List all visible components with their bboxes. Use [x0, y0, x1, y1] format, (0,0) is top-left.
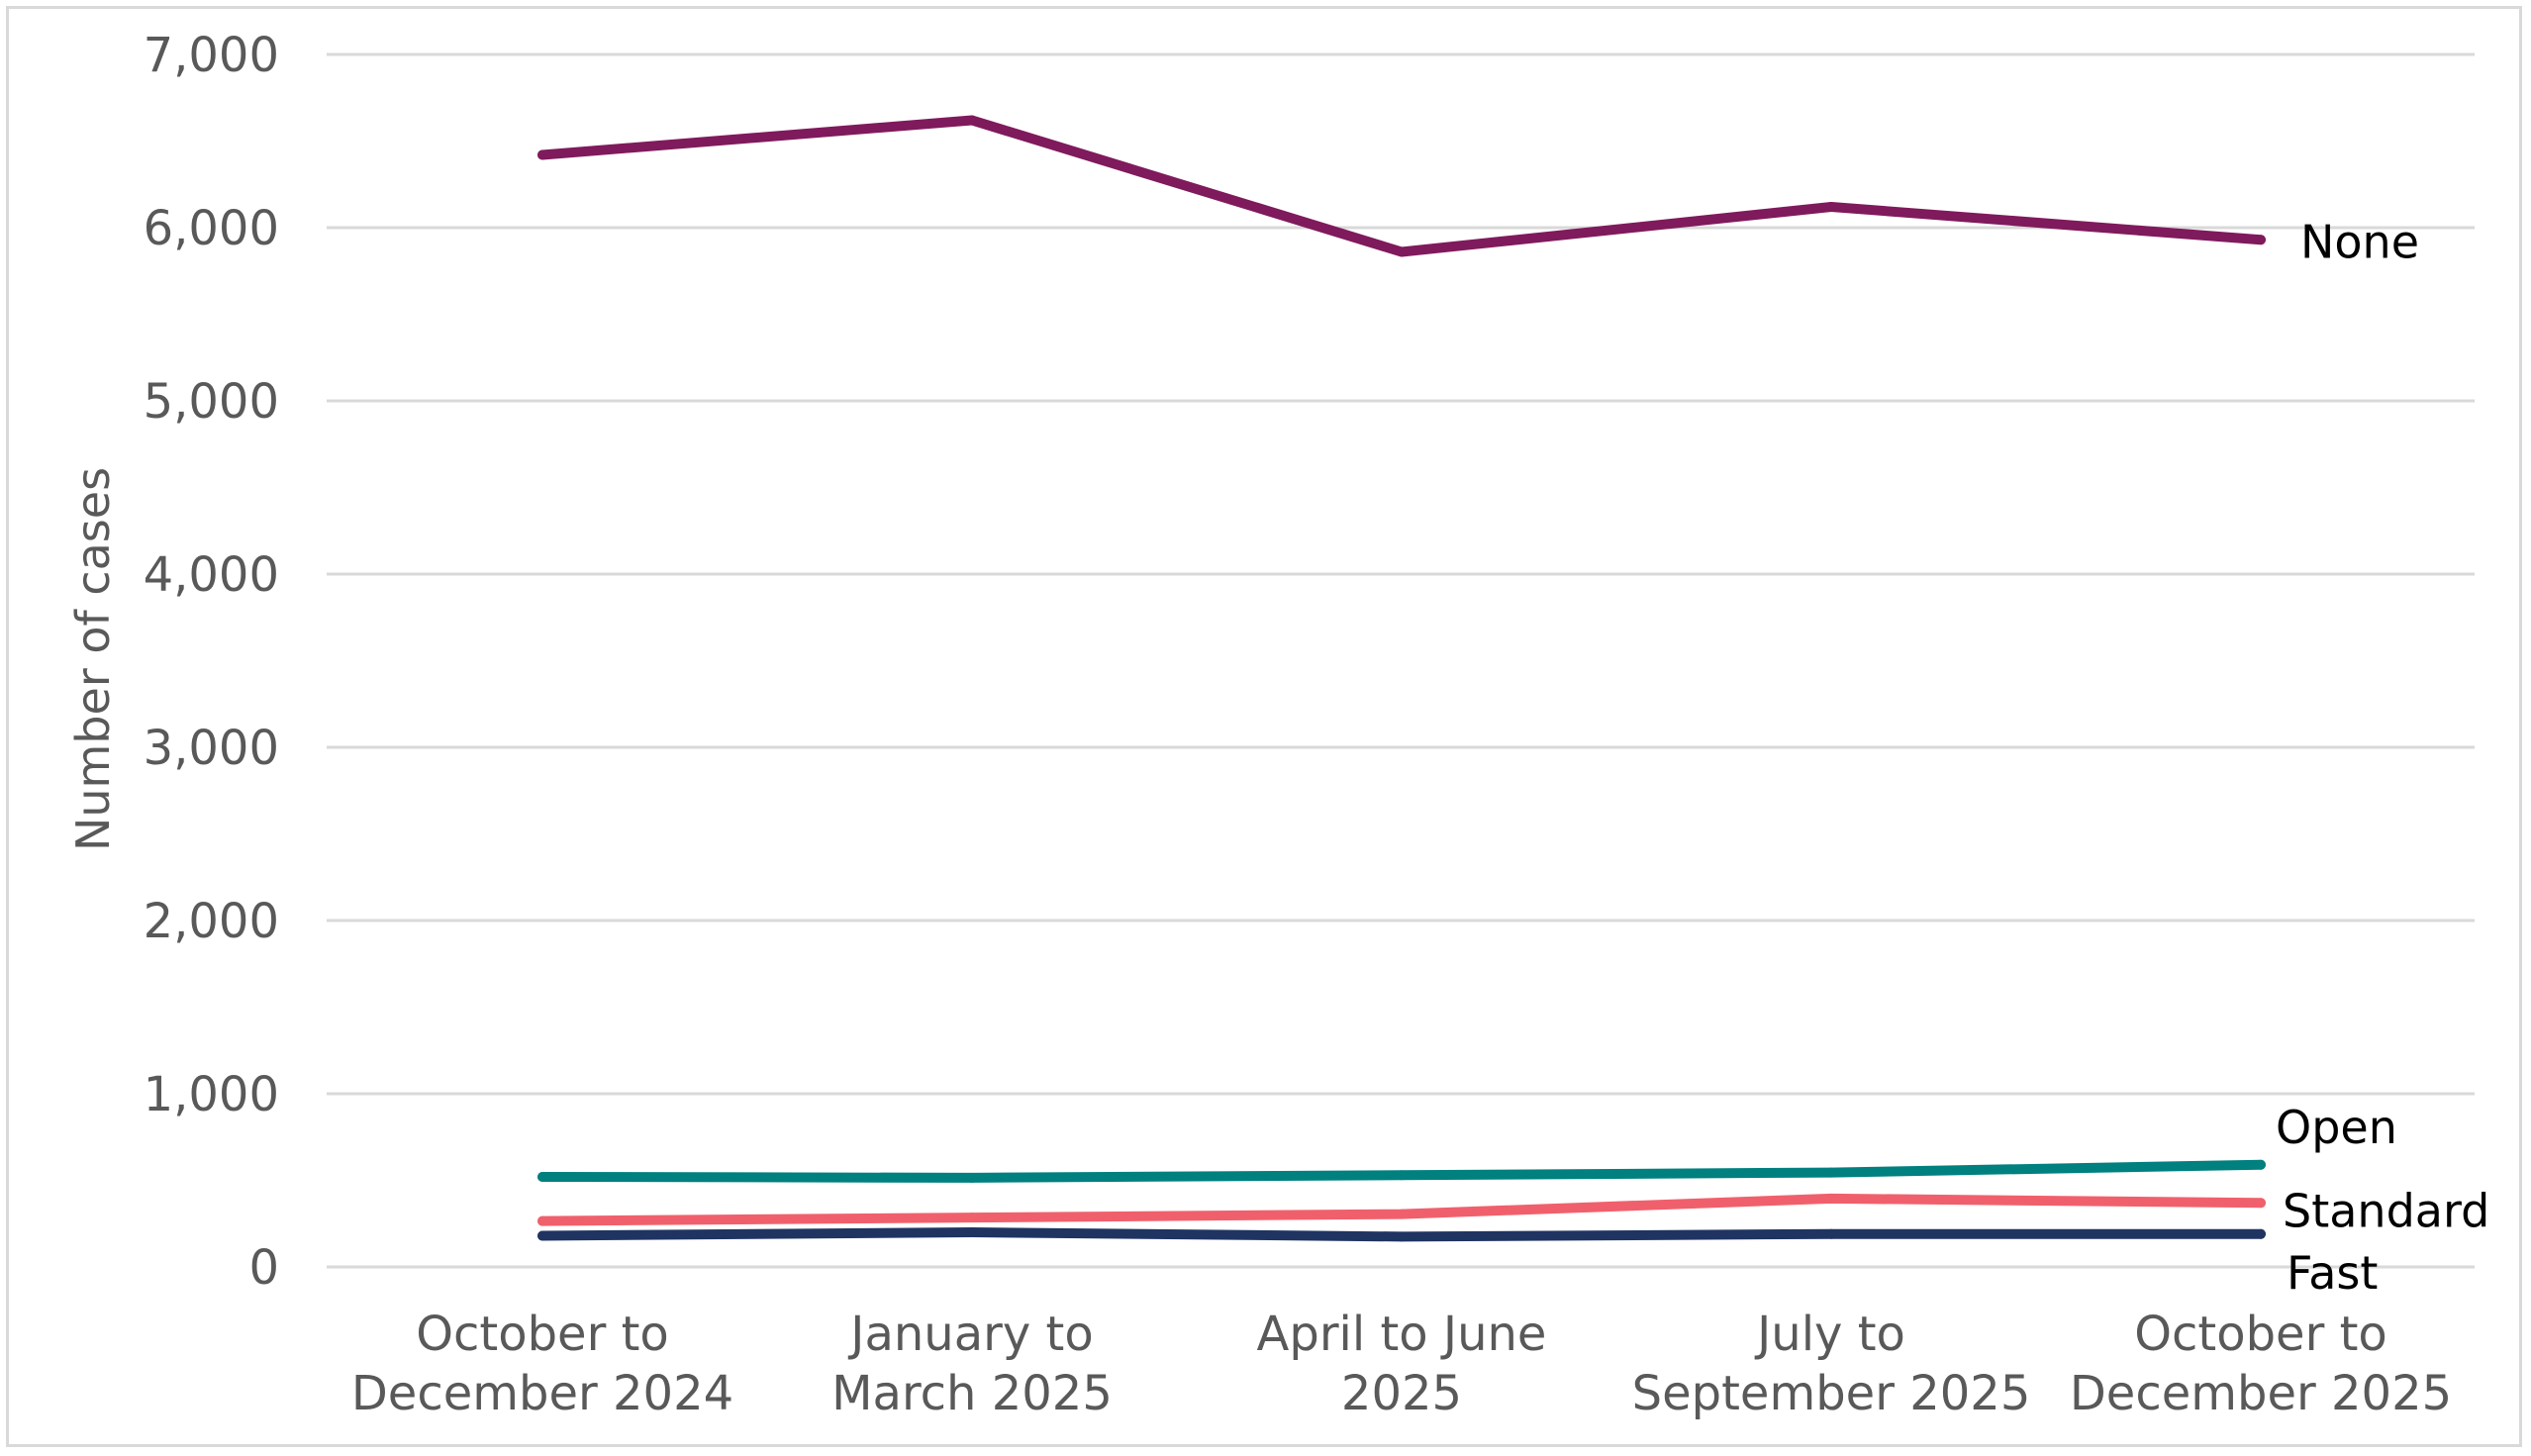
x-tick-label: October to December 2025	[2070, 1307, 2452, 1421]
data-point-standard	[1826, 1193, 1836, 1204]
series-label-standard: Standard	[2283, 1184, 2489, 1237]
data-point-open	[967, 1172, 977, 1183]
series-line-none	[537, 115, 2266, 257]
y-tick-label: 7,000	[144, 28, 279, 83]
y-axis-ticks: 0 1,000 2,000 3,000 4,000 5,000 6,000 7,000	[144, 28, 279, 1296]
series-label-open: Open	[2276, 1101, 2397, 1154]
data-point-none	[537, 149, 547, 160]
data-point-standard	[1397, 1209, 1407, 1219]
data-point-open	[1826, 1167, 1836, 1178]
series-label-none: None	[2300, 215, 2419, 268]
x-tick-label: October to December 2024	[351, 1307, 733, 1421]
data-point-fast	[1397, 1231, 1407, 1242]
x-tick-label: January to March 2025	[831, 1307, 1113, 1421]
y-tick-label: 1,000	[144, 1067, 279, 1122]
data-point-none	[967, 115, 977, 126]
data-point-open	[1397, 1170, 1407, 1181]
x-tick-label: July to September 2025	[1632, 1307, 2031, 1421]
data-point-fast	[967, 1227, 977, 1237]
y-tick-label: 6,000	[144, 201, 279, 256]
data-point-open	[537, 1172, 547, 1182]
series-label-fast: Fast	[2287, 1246, 2378, 1300]
y-tick-label: 4,000	[144, 547, 279, 603]
data-point-none	[1826, 202, 1836, 212]
y-tick-label: 2,000	[144, 894, 279, 949]
data-point-standard	[537, 1215, 547, 1226]
y-tick-label: 0	[248, 1240, 279, 1296]
data-point-fast	[1826, 1228, 1836, 1239]
chart-frame	[6, 6, 2522, 1447]
x-tick-label: April to June 2025	[1257, 1307, 1547, 1421]
data-point-open	[2256, 1159, 2266, 1170]
data-point-standard	[2256, 1198, 2266, 1209]
data-point-none	[1397, 246, 1407, 257]
y-tick-label: 3,000	[144, 721, 279, 776]
data-point-standard	[967, 1213, 977, 1223]
data-point-fast	[537, 1230, 547, 1241]
y-tick-label: 5,000	[144, 374, 279, 430]
data-point-none	[2256, 235, 2266, 245]
y-axis-title: Number of cases	[66, 467, 120, 851]
series-labels: None Open Standard Fast	[2276, 215, 2489, 1300]
series-lines	[537, 115, 2266, 1242]
x-axis-ticks: October to December 2024 January to March 2…	[351, 1307, 2452, 1421]
data-point-fast	[2256, 1228, 2266, 1239]
